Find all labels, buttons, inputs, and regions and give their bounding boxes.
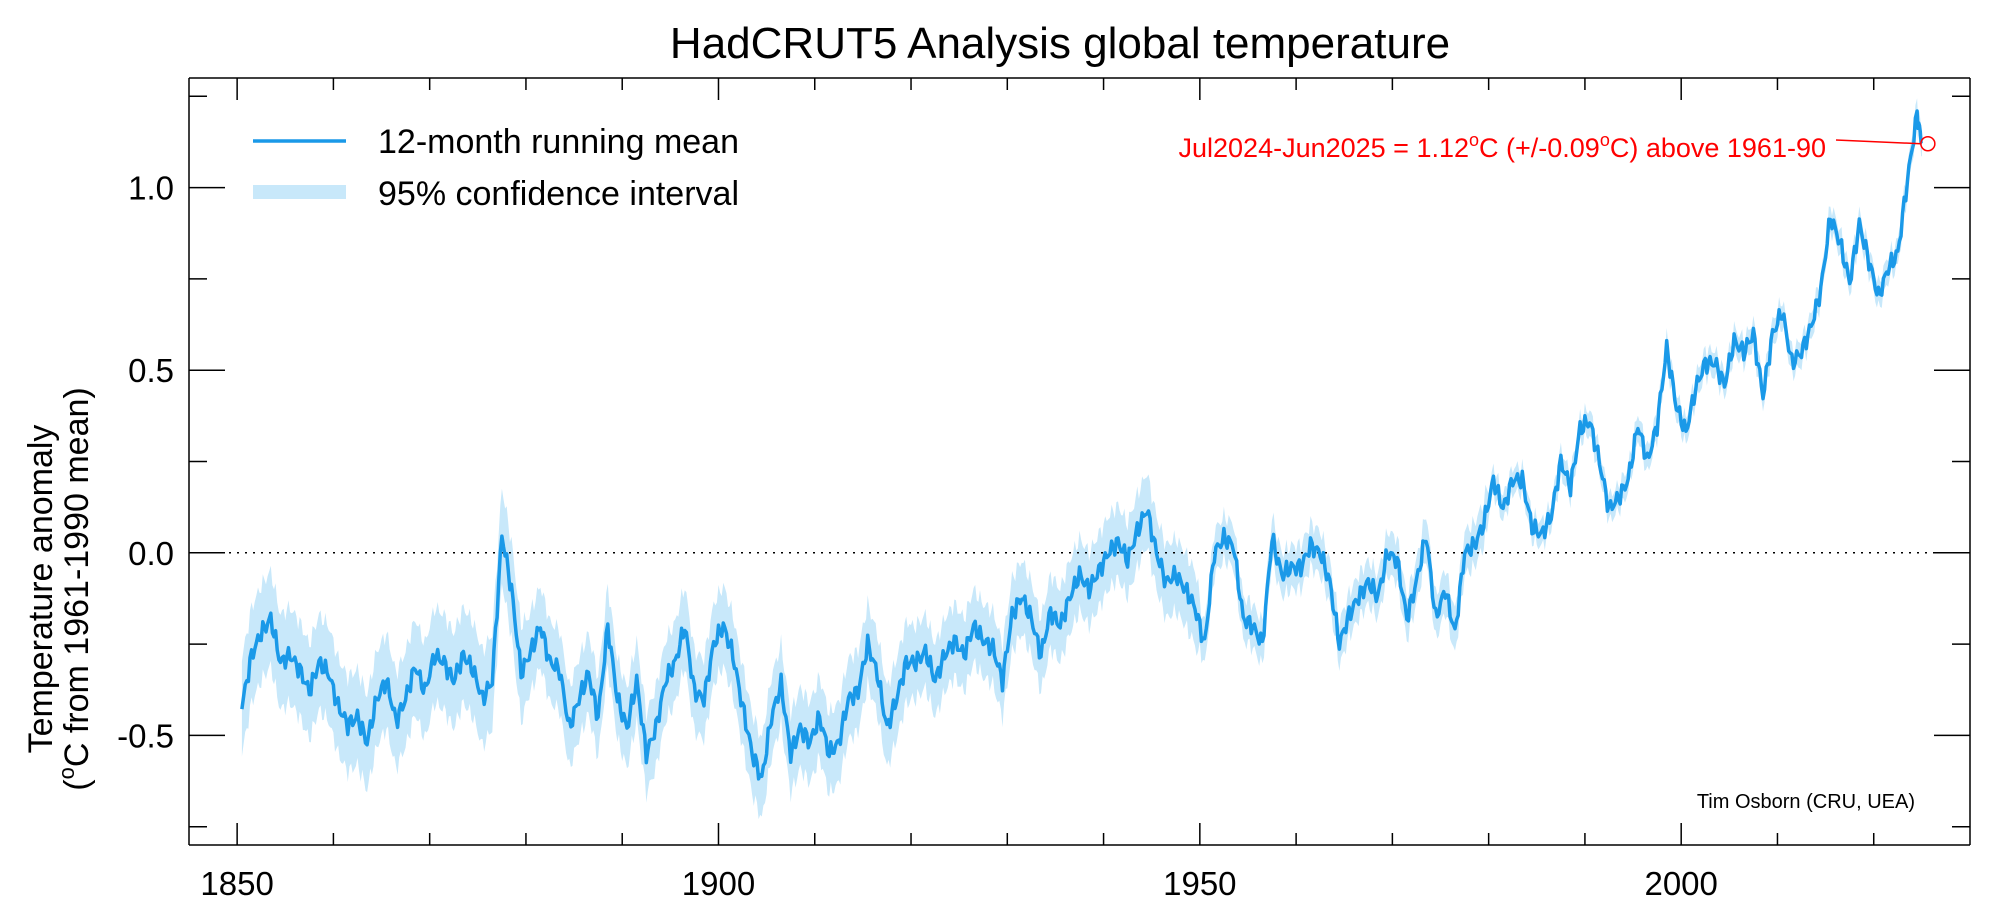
x-tick-label: 1900 — [682, 865, 755, 902]
x-tick-label: 1850 — [200, 865, 273, 902]
credit-text: Tim Osborn (CRU, UEA) — [1697, 791, 1915, 813]
legend-label-confidence: 95% confidence interval — [378, 175, 739, 213]
y-axis-label-line1: Temperature anomaly — [22, 425, 60, 754]
chart-title: HadCRUT5 Analysis global temperature — [670, 19, 1450, 68]
y-axis-label: Temperature anomaly (oC from 1961-1990 m… — [22, 387, 96, 790]
annotation-pointer-line — [1835, 139, 1921, 145]
x-tick-label: 2000 — [1644, 865, 1717, 902]
running-mean-line — [240, 109, 1923, 781]
x-tick-labels: 1850 1900 1950 2000 — [200, 865, 1717, 902]
legend-band-swatch — [253, 185, 346, 199]
y-tick-label: 1.0 — [128, 170, 174, 207]
y-tick-labels: -0.5 0.0 0.5 1.0 — [117, 170, 174, 755]
legend-label-mean: 12-month running mean — [378, 123, 739, 161]
y-tick-label: -0.5 — [117, 717, 174, 754]
y-tick-label: 0.5 — [128, 352, 174, 389]
legend: 12-month running mean 95% confidence int… — [253, 123, 739, 213]
annotation-marker-circle — [1920, 135, 1936, 152]
y-axis-label-line2: (oC from 1961-1990 mean) — [54, 387, 96, 790]
annotation-text: Jul2024-Jun2025 = 1.12oC (+/-0.09oC) abo… — [1179, 130, 1827, 163]
y-tick-label: 0.0 — [128, 535, 174, 572]
latest-value-annotation: Jul2024-Jun2025 = 1.12oC (+/-0.09oC) abo… — [1179, 130, 1936, 163]
x-tick-label: 1950 — [1163, 865, 1236, 902]
plot-axes — [188, 77, 1971, 846]
